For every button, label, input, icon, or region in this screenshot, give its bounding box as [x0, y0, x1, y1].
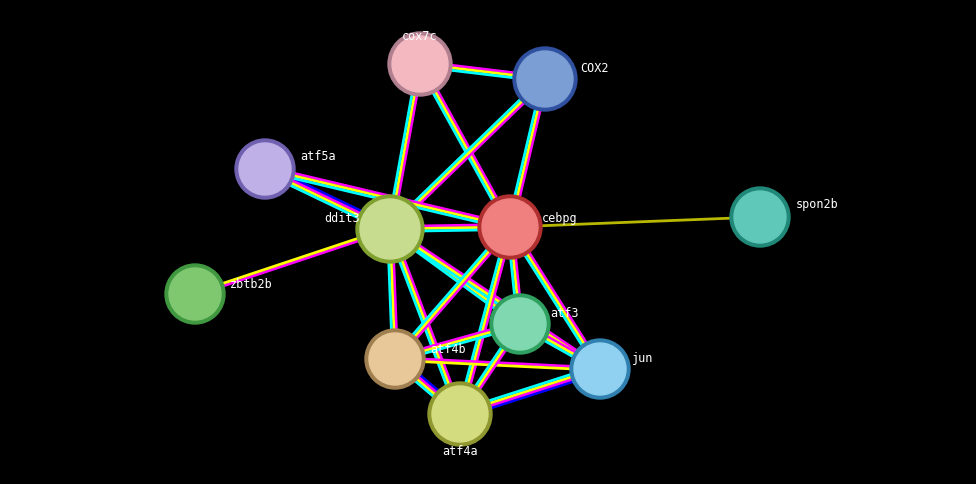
Text: atf4a: atf4a	[442, 444, 478, 457]
Text: zbtb2b: zbtb2b	[230, 277, 272, 290]
Circle shape	[356, 196, 424, 263]
Text: spon2b: spon2b	[796, 197, 838, 211]
Circle shape	[392, 37, 448, 93]
Circle shape	[734, 192, 786, 243]
Text: atf5a: atf5a	[300, 150, 336, 163]
Text: cebpg: cebpg	[542, 212, 578, 225]
Circle shape	[365, 329, 425, 389]
Circle shape	[574, 343, 626, 395]
Text: cox7c: cox7c	[402, 30, 438, 43]
Circle shape	[513, 48, 577, 112]
Circle shape	[490, 294, 550, 354]
Circle shape	[517, 52, 573, 108]
Circle shape	[235, 140, 295, 199]
Circle shape	[730, 188, 790, 247]
Circle shape	[432, 386, 488, 442]
Circle shape	[482, 199, 538, 256]
Text: atf3: atf3	[550, 306, 579, 319]
Text: atf4b: atf4b	[430, 342, 466, 355]
Circle shape	[360, 199, 420, 259]
Circle shape	[165, 264, 225, 324]
Text: ddit3: ddit3	[324, 212, 360, 225]
Text: COX2: COX2	[580, 62, 608, 75]
Circle shape	[388, 33, 452, 97]
Text: jun: jun	[632, 351, 653, 364]
Circle shape	[369, 333, 421, 385]
Circle shape	[570, 339, 630, 399]
Circle shape	[239, 144, 291, 196]
Circle shape	[494, 298, 546, 350]
Circle shape	[478, 196, 542, 259]
Circle shape	[428, 382, 492, 446]
Circle shape	[169, 269, 221, 320]
